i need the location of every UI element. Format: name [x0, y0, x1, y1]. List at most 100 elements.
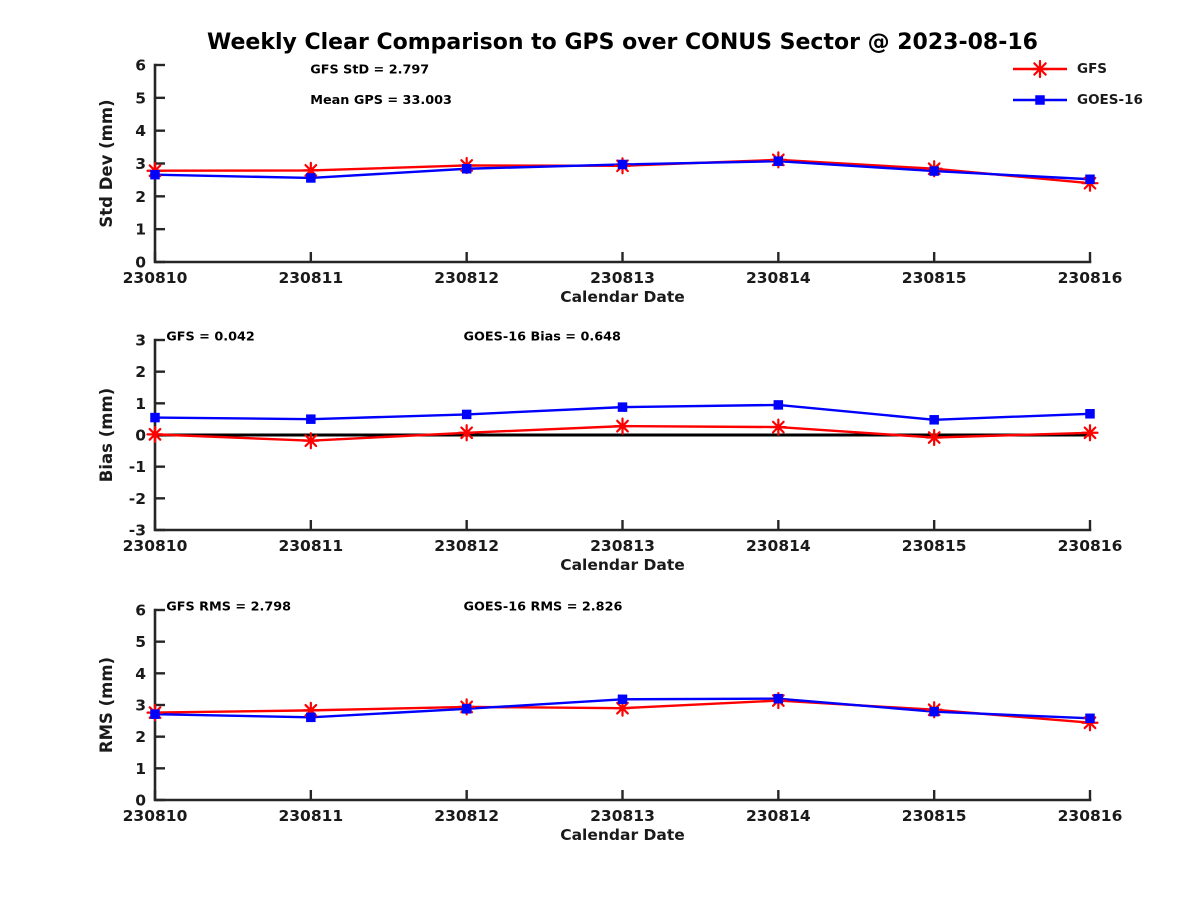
- bias-xtick: 230812: [434, 537, 499, 555]
- stddev-xtick: 230816: [1058, 269, 1123, 287]
- rms-ytick: 2: [135, 728, 146, 746]
- rms-xtick: 230810: [123, 807, 188, 825]
- square-marker: [773, 156, 784, 166]
- stddev-ytick: 5: [135, 89, 146, 107]
- bias-annotation-0: GFS = 0.042: [166, 330, 255, 345]
- bias-xtick: 230813: [590, 537, 655, 555]
- square-marker: [1085, 174, 1095, 185]
- legend-label-gfs: GFS: [1077, 61, 1108, 77]
- legend-item-goes16: GOES-16: [1012, 88, 1143, 112]
- asterisk-marker: [458, 424, 476, 442]
- bias-ytick: 1: [135, 395, 146, 413]
- square-marker: [461, 704, 472, 714]
- bias-xlabel: Calendar Date: [560, 556, 685, 574]
- bias-gfs-markers: [146, 417, 1099, 450]
- bias-xtick: 230815: [902, 537, 967, 555]
- square-marker: [1035, 95, 1045, 105]
- bias-xtick: 230810: [123, 537, 188, 555]
- square-marker: [929, 706, 939, 717]
- square-marker: [461, 164, 472, 174]
- asterisk-marker: [302, 432, 320, 450]
- legend: GFS GOES-16: [1012, 57, 1143, 119]
- bias-ytick: -2: [129, 490, 146, 508]
- rms-ytick: 3: [135, 697, 146, 715]
- stddev-xtick: 230812: [434, 269, 499, 287]
- rms-annotation-1: GOES-16 RMS = 2.826: [464, 600, 623, 615]
- asterisk-marker: [613, 417, 632, 435]
- rms-xtick: 230812: [434, 807, 499, 825]
- square-marker: [1085, 713, 1095, 724]
- bias-ytick: -1: [129, 458, 146, 476]
- stddev-xtick: 230810: [123, 269, 188, 287]
- square-marker: [1085, 409, 1095, 419]
- bias-annotation-1: GOES-16 Bias = 0.648: [464, 330, 622, 345]
- square-marker: [617, 694, 628, 705]
- rms-xtick: 230815: [902, 807, 967, 825]
- stddev-annotation-1: Mean GPS = 33.003: [310, 93, 452, 108]
- bias-xtick: 230816: [1058, 537, 1123, 555]
- stddev-xlabel: Calendar Date: [560, 288, 685, 306]
- stddev-goes-16-markers: [150, 156, 1095, 185]
- stddev-xtick: 230813: [590, 269, 655, 287]
- asterisk-marker: [1081, 424, 1099, 442]
- subplot-bias: -3 -2 -1 0 1 2 3 230810 230811 230812 230813 230814…: [97, 330, 1122, 574]
- rms-ytick: 5: [135, 633, 146, 651]
- bias-ytick: -3: [129, 522, 146, 540]
- legend-item-gfs: GFS: [1012, 57, 1143, 81]
- rms-ylabel: RMS (mm): [97, 657, 116, 753]
- bias-ytick: 3: [135, 332, 146, 350]
- square-marker: [150, 169, 160, 180]
- square-marker: [617, 402, 628, 412]
- rms-xtick: 230813: [590, 807, 655, 825]
- square-marker: [150, 412, 160, 423]
- subplot-rms: 0 1 2 3 4 5 6 230810 230811 230812 230813 230814 230…: [97, 600, 1122, 844]
- stddev-ytick: 1: [135, 221, 146, 239]
- bias-goes-16-markers: [150, 400, 1095, 425]
- asterisk-marker: [613, 699, 632, 717]
- stddev-ytick: 4: [135, 122, 146, 140]
- rms-xlabel: Calendar Date: [560, 826, 685, 844]
- stddev-xtick: 230815: [902, 269, 967, 287]
- rms-ytick: 4: [135, 665, 146, 683]
- stddev-ytick: 6: [135, 57, 146, 75]
- rms-xtick: 230816: [1058, 807, 1123, 825]
- rms-ytick: 1: [135, 760, 146, 778]
- stddev-axes: 0 1 2 3 4 5 6 230810 230811 230812 230813 230814 230…: [123, 57, 1123, 288]
- subplot-stddev: 0 1 2 3 4 5 6 230810 230811 230812 230813 230814 230…: [97, 57, 1122, 307]
- asterisk-marker: [146, 425, 164, 443]
- bias-xtick: 230814: [746, 537, 811, 555]
- square-marker: [929, 166, 939, 176]
- square-marker: [773, 693, 784, 704]
- stddev-ytick: 3: [135, 155, 146, 173]
- square-marker: [773, 400, 784, 410]
- rms-ytick: 0: [135, 792, 146, 810]
- rms-axes: 0 1 2 3 4 5 6 230810 230811 230812 230813 230814 230…: [123, 602, 1123, 826]
- chart-title: Weekly Clear Comparison to GPS over CONU…: [207, 30, 1038, 55]
- square-marker: [306, 173, 316, 183]
- square-marker: [929, 415, 939, 425]
- stddev-annotation-0: GFS StD = 2.797: [310, 62, 429, 77]
- stddev-ytick: 0: [135, 254, 146, 272]
- square-marker: [306, 712, 316, 723]
- square-marker: [306, 414, 316, 424]
- rms-xtick: 230814: [746, 807, 811, 825]
- square-marker: [461, 409, 472, 420]
- stddev-xtick: 230814: [746, 269, 811, 287]
- rms-xtick: 230811: [278, 807, 343, 825]
- square-marker: [617, 159, 628, 170]
- bias-xtick: 230811: [278, 537, 343, 555]
- asterisk-marker: [302, 701, 320, 719]
- asterisk-marker: [769, 418, 787, 436]
- rms-ytick: 6: [135, 602, 146, 620]
- rms-goes-16-markers: [150, 693, 1095, 724]
- stddev-ylabel: Std Dev (mm): [97, 99, 116, 227]
- stddev-ytick: 2: [135, 188, 146, 206]
- bias-axes: -3 -2 -1 0 1 2 3 230810 230811 230812 230813 230814…: [123, 332, 1123, 556]
- goes16-line-marker-icon: [1013, 95, 1067, 105]
- square-marker: [150, 709, 160, 719]
- asterisk-marker: [1030, 59, 1050, 79]
- legend-label-goes16: GOES-16: [1077, 92, 1143, 108]
- gfs-line-marker-icon: [1013, 59, 1067, 79]
